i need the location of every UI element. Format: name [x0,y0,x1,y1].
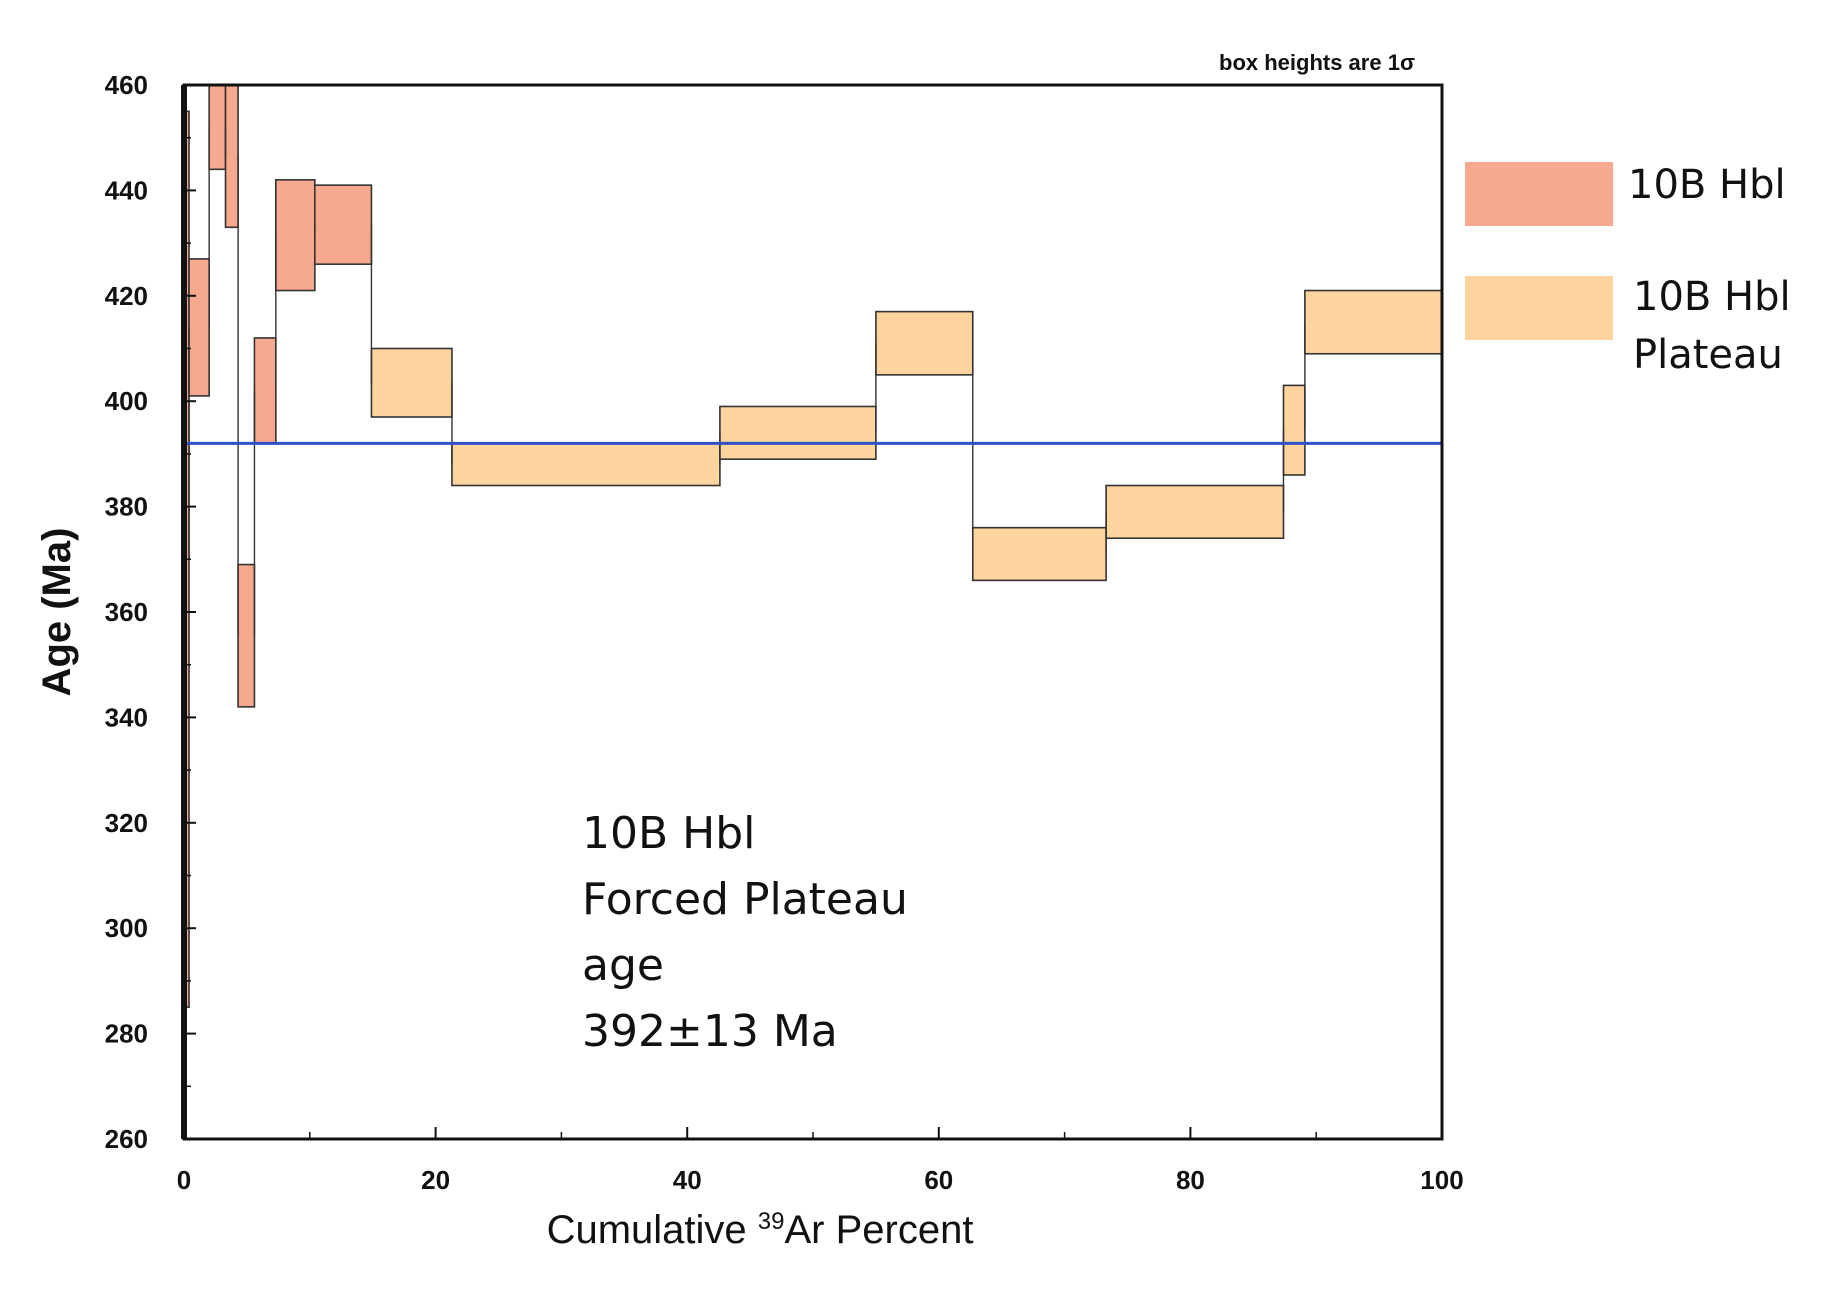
x-tick-label: 80 [1176,1165,1205,1195]
y-tick-label: 440 [105,175,148,205]
step-box-3 [208,84,227,171]
x-axis-ticks: 0 20 40 60 80 100 [177,1127,1464,1195]
x-tick-label: 20 [421,1165,450,1195]
x-tick-label: 60 [924,1165,953,1195]
plateau-step-box-4 [875,310,974,376]
connector-layer [188,127,1306,636]
plateau-step-box-6 [1105,484,1285,540]
legend-label-10b-hbl-plateau: 10B Hbl Plateau [1633,274,1803,378]
legend-label-line-2: Plateau [1633,332,1783,378]
y-tick-label: 400 [105,386,148,416]
x-tick-label: 100 [1420,1165,1463,1195]
y-tick-label: 280 [105,1019,148,1049]
x-axis-title-superscript: 39 [758,1208,785,1235]
plateau-step-box-5 [971,526,1107,582]
box-heights-note: box heights are 1σ [1219,50,1415,75]
y-tick-label: 360 [105,597,148,627]
annotation-line-3: age [582,940,664,991]
plot-area [184,85,1442,1139]
plateau-annotation: 10B Hbl Forced Plateau age 392±13 Ma [582,808,922,1057]
step-box-2 [188,258,210,397]
y-axis-title: Age (Ma) [35,528,79,697]
plateau-step-box-3 [719,405,877,460]
y-tick-label: 380 [105,492,148,522]
y-tick-label: 460 [105,70,148,100]
step-box-7 [275,179,316,292]
step-box-8 [314,184,373,265]
x-tick-label: 40 [673,1165,702,1195]
x-axis-title: Cumulative 39Ar Percent [547,1208,974,1252]
step-box-5 [237,563,256,708]
step-box-4 [224,84,239,229]
legend-swatch-10b-hbl [1465,162,1613,226]
plateau-step-box-8 [1304,289,1443,355]
legend-label-10b-hbl: 10B Hbl [1628,162,1786,208]
annotation-line-1: 10B Hbl [582,808,755,859]
x-axis-title-suffix: Ar Percent [784,1208,973,1252]
legend: 10B Hbl 10B Hbl Plateau [1465,162,1803,378]
plateau-step-box-7 [1282,384,1306,476]
legend-swatch-10b-hbl-plateau [1465,276,1613,340]
annotation-line-2: Forced Plateau [582,874,908,925]
y-tick-label: 300 [105,913,148,943]
y-axis-ticks: 260 280 300 320 340 360 380 400 420 440 460 [105,70,196,1154]
legend-label-line-1: 10B Hbl [1633,274,1791,320]
y-tick-label: 260 [105,1124,148,1154]
annotation-line-4: 392±13 Ma [582,1006,838,1057]
step-box-6 [253,337,277,445]
plateau-step-box-2 [451,442,721,487]
y-tick-label: 420 [105,281,148,311]
x-axis-title-prefix: Cumulative [547,1208,758,1252]
x-tick-label: 0 [177,1165,191,1195]
y-tick-label: 340 [105,702,148,732]
y-tick-label: 320 [105,808,148,838]
plateau-step-box-1 [370,347,453,418]
